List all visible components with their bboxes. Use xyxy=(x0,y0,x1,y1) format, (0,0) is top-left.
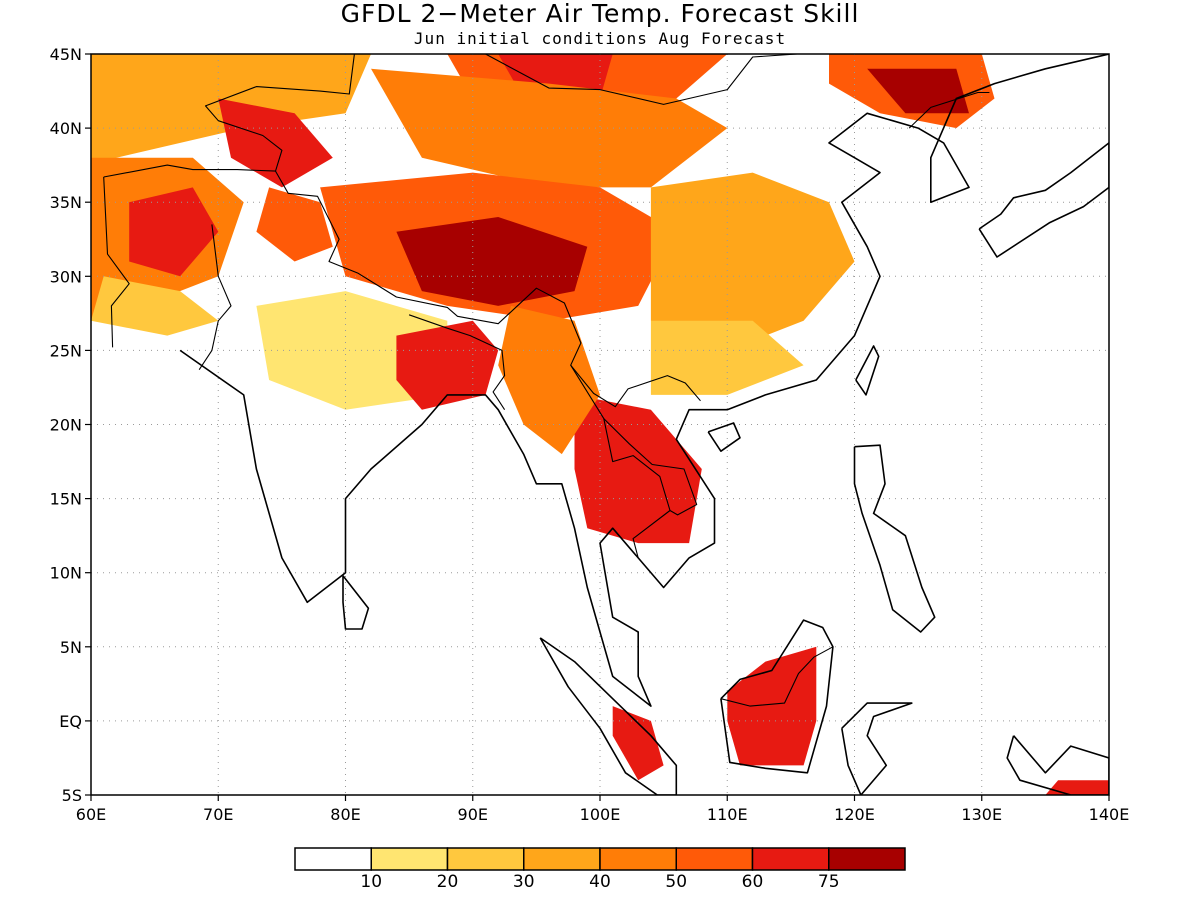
colorbar-label: 30 xyxy=(513,872,535,892)
lon-tick-label: 130E xyxy=(961,805,1002,824)
plot-area xyxy=(90,53,1110,796)
lon-tick-label: 60E xyxy=(76,805,106,824)
country-border-8 xyxy=(908,91,990,129)
skill-region-china-east xyxy=(650,172,855,351)
country-border-4 xyxy=(408,314,506,410)
axes: 60E 70E 80E 90E 100E 110E 120E 130E 140E 45N 40N 35… xyxy=(50,45,1130,824)
coastline-2 xyxy=(539,637,678,795)
colorbar-swatch-1 xyxy=(370,847,449,871)
colorbar-label: 60 xyxy=(742,872,764,892)
lat-tick-label: 5S xyxy=(62,786,82,805)
colorbar-label: 40 xyxy=(589,872,611,892)
colorbar-swatch-5 xyxy=(675,847,754,871)
lat-tick-label: 35N xyxy=(50,193,82,212)
lat-tick-label: 10N xyxy=(50,564,82,583)
lon-tick-label: 90E xyxy=(458,805,488,824)
colorbar-label: 20 xyxy=(437,872,459,892)
skill-region-tajik-kyrgyz xyxy=(218,98,333,188)
colorbar-label: 75 xyxy=(818,872,840,892)
skill-region-afghan-core xyxy=(129,187,219,277)
lat-tick-label: 30N xyxy=(50,267,82,286)
colorbar-label: 10 xyxy=(360,872,382,892)
coastline-5 xyxy=(853,444,936,633)
country-border-1 xyxy=(103,176,130,348)
lat-tick-label: 20N xyxy=(50,416,82,435)
country-border-6 xyxy=(603,418,698,516)
colorbar-swatch-4 xyxy=(599,847,677,871)
skill-region-kashmir xyxy=(256,187,333,262)
coastline-7 xyxy=(855,345,880,396)
country-border-3 xyxy=(275,170,701,408)
colorbar-swatch-6 xyxy=(751,847,830,871)
coastline-8 xyxy=(978,142,1109,258)
skill-region-sumatra-s xyxy=(612,706,664,781)
skill-region-china-south xyxy=(650,320,804,395)
colorbar-label: 50 xyxy=(665,872,687,892)
colorbar: 10 20 30 40 50 60 75 xyxy=(294,847,906,892)
lon-tick-label: 140E xyxy=(1089,805,1130,824)
colorbar-swatch-2 xyxy=(446,847,525,871)
lon-tick-label: 70E xyxy=(203,805,233,824)
coastline-0 xyxy=(179,54,1109,707)
country-border-0 xyxy=(103,54,355,178)
lat-tick-label: 40N xyxy=(50,119,82,138)
coastline-9 xyxy=(1006,735,1109,795)
lon-tick-label: 110E xyxy=(707,805,748,824)
country-border-2 xyxy=(198,224,232,371)
lon-tick-label: 100E xyxy=(580,805,621,824)
skill-region-bengal xyxy=(396,320,499,410)
skill-region-tibet-core xyxy=(396,217,588,306)
colorbar-swatch-0 xyxy=(294,847,372,871)
colorbar-swatch-7 xyxy=(828,847,906,871)
lat-tick-label: 25N xyxy=(50,341,82,360)
skill-region-manchuria-core xyxy=(867,68,969,114)
lat-tick-label: 15N xyxy=(50,490,82,509)
lat-tick-label: 5N xyxy=(60,638,82,657)
map-subtitle: Jun initial conditions Aug Forecast xyxy=(414,29,786,48)
lat-tick-label: 45N xyxy=(50,45,82,64)
skill-region-myanmar xyxy=(498,305,600,455)
lat-tick-label: EQ xyxy=(59,712,82,731)
country-border-5 xyxy=(570,364,671,559)
skill-region-new-guinea xyxy=(1045,780,1109,795)
lon-tick-label: 120E xyxy=(834,805,875,824)
country-border-7 xyxy=(484,54,799,105)
coastline-6 xyxy=(707,422,741,453)
country-border-9 xyxy=(720,646,834,707)
coastline-4 xyxy=(841,702,913,795)
coastline-1 xyxy=(342,575,370,630)
map-title: GFDL 2−Meter Air Temp. Forecast Skill xyxy=(341,0,860,28)
coastlines-layer xyxy=(179,54,1109,795)
country-borders-layer xyxy=(103,54,990,707)
lon-tick-label: 80E xyxy=(330,805,360,824)
colorbar-swatch-3 xyxy=(523,847,601,871)
skill-shading-layer xyxy=(91,54,1109,795)
